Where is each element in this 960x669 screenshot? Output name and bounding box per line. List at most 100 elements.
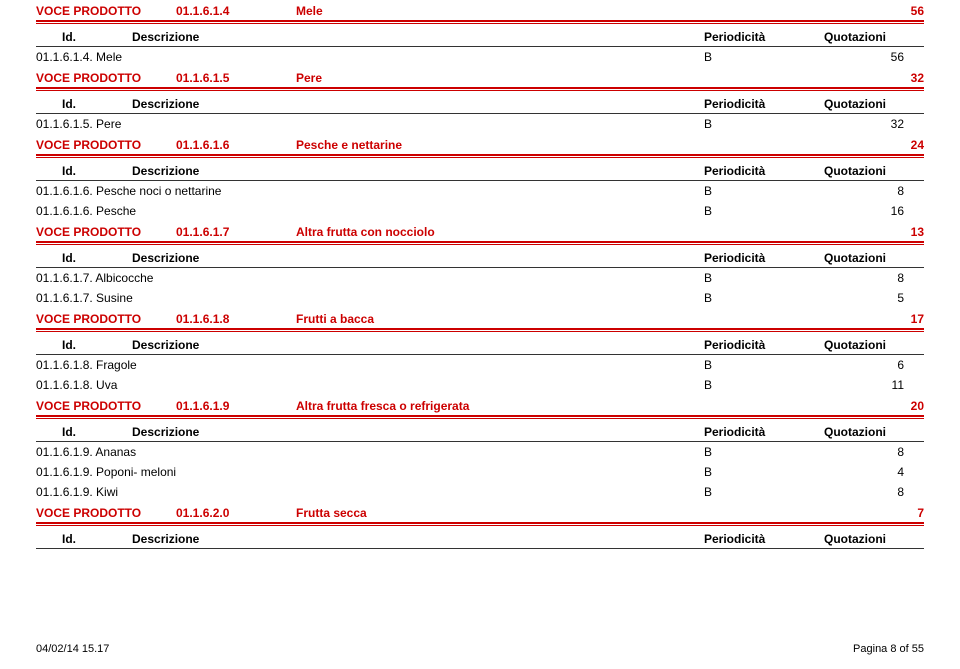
row-quotazioni: 32 bbox=[824, 117, 924, 131]
col-id: Id. bbox=[62, 251, 132, 265]
row-periodicita: B bbox=[704, 291, 824, 305]
col-descrizione: Descrizione bbox=[132, 97, 704, 111]
section-code: 01.1.6.1.5 bbox=[176, 71, 296, 85]
section-code: 01.1.6.1.4 bbox=[176, 4, 296, 18]
section-code: 01.1.6.1.6 bbox=[176, 138, 296, 152]
section-name: Frutti a bacca bbox=[296, 312, 884, 326]
section-underline bbox=[36, 417, 924, 419]
col-periodicita: Periodicità bbox=[704, 251, 824, 265]
table-row: 01.1.6.1.9. Poponi- meloniB4 bbox=[36, 462, 924, 482]
table-row: 01.1.6.1.9. KiwiB8 bbox=[36, 482, 924, 502]
column-header: Id.DescrizionePeriodicitàQuotazioni bbox=[36, 26, 924, 47]
table-row: 01.1.6.1.9. Ananas B8 bbox=[36, 442, 924, 462]
section-count: 13 bbox=[884, 225, 924, 239]
table-row: 01.1.6.1.5. Pere B32 bbox=[36, 114, 924, 134]
row-id-desc: 01.1.6.1.6. Pesche bbox=[36, 204, 276, 218]
table-row: 01.1.6.1.8. UvaB11 bbox=[36, 375, 924, 395]
column-header: Id.DescrizionePeriodicitàQuotazioni bbox=[36, 334, 924, 355]
section-name: Mele bbox=[296, 4, 884, 18]
col-id: Id. bbox=[62, 425, 132, 439]
section-header: VOCE PRODOTTO01.1.6.1.9Altra frutta fres… bbox=[36, 395, 924, 417]
row-quotazioni: 11 bbox=[824, 378, 924, 392]
section-count: 7 bbox=[884, 506, 924, 520]
row-id-desc: 01.1.6.1.9. Kiwi bbox=[36, 485, 276, 499]
section-header: VOCE PRODOTTO01.1.6.2.0Frutta secca7 bbox=[36, 502, 924, 524]
row-quotazioni: 8 bbox=[824, 445, 924, 459]
section-underline bbox=[36, 330, 924, 332]
col-quotazioni: Quotazioni bbox=[824, 30, 924, 44]
table-row: 01.1.6.1.8. Fragole B6 bbox=[36, 355, 924, 375]
col-id: Id. bbox=[62, 97, 132, 111]
col-quotazioni: Quotazioni bbox=[824, 532, 924, 546]
col-quotazioni: Quotazioni bbox=[824, 164, 924, 178]
section-code: 01.1.6.1.8 bbox=[176, 312, 296, 326]
col-periodicita: Periodicità bbox=[704, 532, 824, 546]
footer-timestamp: 04/02/14 15.17 bbox=[36, 643, 109, 655]
section-label: VOCE PRODOTTO bbox=[36, 71, 176, 85]
col-descrizione: Descrizione bbox=[132, 164, 704, 178]
col-quotazioni: Quotazioni bbox=[824, 251, 924, 265]
row-id-desc: 01.1.6.1.7. Albicocche bbox=[36, 271, 276, 285]
column-header: Id.DescrizionePeriodicitàQuotazioni bbox=[36, 421, 924, 442]
section-count: 20 bbox=[884, 399, 924, 413]
table-row: 01.1.6.1.7. SusineB5 bbox=[36, 288, 924, 308]
row-periodicita: B bbox=[704, 465, 824, 479]
col-descrizione: Descrizione bbox=[132, 338, 704, 352]
column-header: Id.DescrizionePeriodicitàQuotazioni bbox=[36, 160, 924, 181]
row-quotazioni: 4 bbox=[824, 465, 924, 479]
section-header: VOCE PRODOTTO01.1.6.1.8Frutti a bacca17 bbox=[36, 308, 924, 330]
section-code: 01.1.6.1.7 bbox=[176, 225, 296, 239]
section-name: Pesche e nettarine bbox=[296, 138, 884, 152]
row-periodicita: B bbox=[704, 50, 824, 64]
section-header: VOCE PRODOTTO01.1.6.1.6Pesche e nettarin… bbox=[36, 134, 924, 156]
section-count: 32 bbox=[884, 71, 924, 85]
col-id: Id. bbox=[62, 30, 132, 44]
row-id-desc: 01.1.6.1.8. Uva bbox=[36, 378, 276, 392]
section-header: VOCE PRODOTTO01.1.6.1.4Mele56 bbox=[36, 0, 924, 22]
row-periodicita: B bbox=[704, 184, 824, 198]
section-label: VOCE PRODOTTO bbox=[36, 225, 176, 239]
table-row: 01.1.6.1.7. Albicocche B8 bbox=[36, 268, 924, 288]
section-code: 01.1.6.1.9 bbox=[176, 399, 296, 413]
row-id-desc: 01.1.6.1.9. Ananas bbox=[36, 445, 276, 459]
column-header: Id.DescrizionePeriodicitàQuotazioni bbox=[36, 93, 924, 114]
col-id: Id. bbox=[62, 532, 132, 546]
section-underline bbox=[36, 243, 924, 245]
row-id-desc: 01.1.6.1.7. Susine bbox=[36, 291, 276, 305]
row-quotazioni: 8 bbox=[824, 271, 924, 285]
page-footer: 04/02/14 15.17 Pagina 8 of 55 bbox=[36, 643, 924, 655]
row-id-desc: 01.1.6.1.8. Fragole bbox=[36, 358, 276, 372]
col-descrizione: Descrizione bbox=[132, 30, 704, 44]
col-id: Id. bbox=[62, 164, 132, 178]
row-periodicita: B bbox=[704, 445, 824, 459]
footer-pagination: Pagina 8 of 55 bbox=[853, 643, 924, 655]
col-descrizione: Descrizione bbox=[132, 532, 704, 546]
col-periodicita: Periodicità bbox=[704, 30, 824, 44]
section-underline bbox=[36, 156, 924, 158]
col-periodicita: Periodicità bbox=[704, 164, 824, 178]
row-quotazioni: 6 bbox=[824, 358, 924, 372]
section-count: 17 bbox=[884, 312, 924, 326]
page-root: VOCE PRODOTTO01.1.6.1.4Mele56Id.Descrizi… bbox=[0, 0, 960, 549]
section-header: VOCE PRODOTTO01.1.6.1.5Pere32 bbox=[36, 67, 924, 89]
section-label: VOCE PRODOTTO bbox=[36, 399, 176, 413]
column-header: Id.DescrizionePeriodicitàQuotazioni bbox=[36, 528, 924, 549]
row-periodicita: B bbox=[704, 358, 824, 372]
column-header: Id.DescrizionePeriodicitàQuotazioni bbox=[36, 247, 924, 268]
col-periodicita: Periodicità bbox=[704, 338, 824, 352]
table-row: 01.1.6.1.6. Pesche noci o nettarineB8 bbox=[36, 181, 924, 201]
col-id: Id. bbox=[62, 338, 132, 352]
row-id-desc: 01.1.6.1.5. Pere bbox=[36, 117, 276, 131]
row-periodicita: B bbox=[704, 117, 824, 131]
section-name: Altra frutta con nocciolo bbox=[296, 225, 884, 239]
row-quotazioni: 56 bbox=[824, 50, 924, 64]
row-periodicita: B bbox=[704, 271, 824, 285]
section-name: Altra frutta fresca o refrigerata bbox=[296, 399, 884, 413]
section-label: VOCE PRODOTTO bbox=[36, 4, 176, 18]
col-descrizione: Descrizione bbox=[132, 425, 704, 439]
col-periodicita: Periodicità bbox=[704, 97, 824, 111]
table-row: 01.1.6.1.6. PescheB16 bbox=[36, 201, 924, 221]
section-label: VOCE PRODOTTO bbox=[36, 312, 176, 326]
section-code: 01.1.6.2.0 bbox=[176, 506, 296, 520]
col-quotazioni: Quotazioni bbox=[824, 425, 924, 439]
